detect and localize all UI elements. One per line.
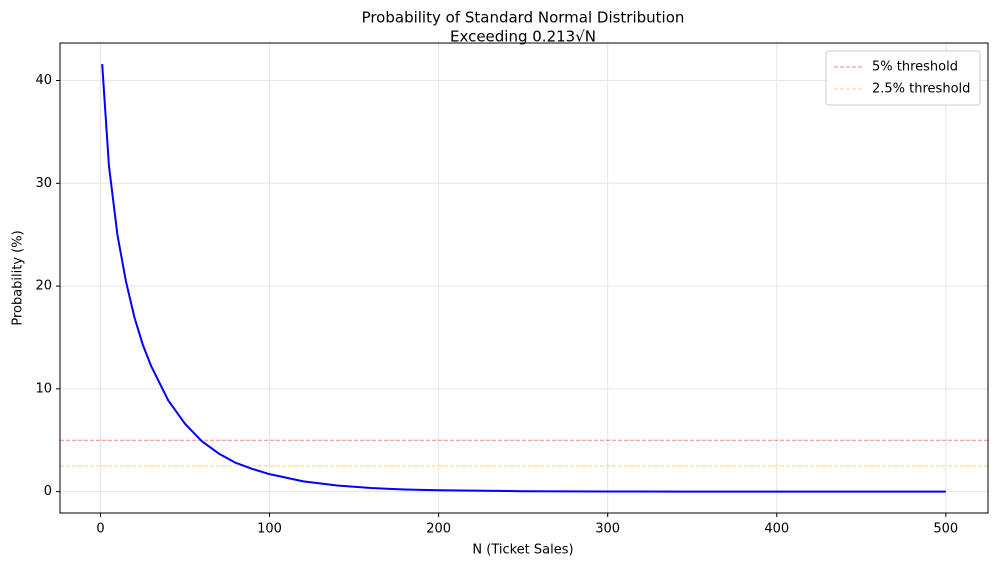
y-tick-label: 40 bbox=[35, 73, 52, 88]
y-axis-label: Probability (%) bbox=[11, 230, 26, 325]
x-tick-label: 500 bbox=[933, 522, 958, 537]
y-tick-label: 30 bbox=[35, 176, 52, 191]
x-axis-label: N (Ticket Sales) bbox=[472, 543, 573, 558]
y-tick-label: 20 bbox=[35, 279, 52, 294]
legend-label: 2.5% threshold bbox=[872, 82, 970, 97]
x-tick-label: 100 bbox=[257, 522, 282, 537]
y-tick-label: 0 bbox=[44, 484, 52, 499]
chart-title: Probability of Standard Normal Distribut… bbox=[362, 9, 685, 27]
chart-title: Exceeding 0.213√N bbox=[450, 28, 596, 46]
legend-label: 5% threshold bbox=[872, 60, 958, 75]
x-tick-label: 0 bbox=[96, 522, 104, 537]
plot-frame bbox=[59, 42, 989, 514]
data-line bbox=[101, 64, 946, 493]
x-tick-label: 200 bbox=[426, 522, 451, 537]
y-tick-label: 10 bbox=[35, 381, 52, 396]
x-tick-label: 300 bbox=[595, 522, 620, 537]
x-tick-label: 400 bbox=[764, 522, 789, 537]
legend-box bbox=[825, 50, 981, 106]
